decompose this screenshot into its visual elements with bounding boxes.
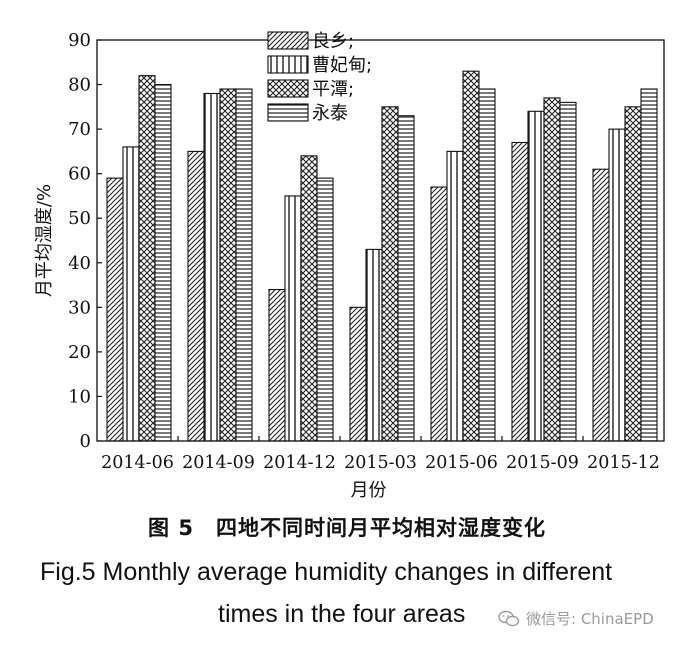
y-tick-label: 40 bbox=[68, 253, 91, 274]
bar-2014-12-series-4 bbox=[316, 177, 334, 442]
x-tick-label: 2014-12 bbox=[263, 453, 336, 473]
figure-caption-chinese: 图 5 四地不同时间月平均相对湿度变化 bbox=[148, 516, 546, 540]
legend-label: 良乡; bbox=[312, 31, 354, 52]
wechat-icon bbox=[498, 610, 520, 626]
x-tick-label: 2015-09 bbox=[506, 453, 579, 473]
bar-2015-09-series-1 bbox=[511, 141, 529, 442]
bar-2014-09-series-3 bbox=[219, 88, 237, 442]
x-tick-label: 2014-09 bbox=[182, 453, 255, 473]
legend: 良乡; 曹妃甸; 平潭; 永泰 bbox=[267, 31, 372, 124]
y-tick-label: 0 bbox=[80, 431, 91, 452]
bar-2014-12-series-2 bbox=[284, 195, 302, 442]
legend-swatch bbox=[267, 103, 309, 122]
humidity-bar-chart: 0 10 20 30 40 50 60 70 80 90 2014-06 2014-09 2014-12… bbox=[34, 30, 665, 501]
bar-2015-06-series-4 bbox=[478, 88, 496, 442]
bar-2015-06-series-3 bbox=[462, 70, 480, 442]
watermark-text: 微信号: ChinaEPD bbox=[526, 610, 654, 628]
bar-2015-06-series-2 bbox=[446, 150, 464, 442]
bar-2015-12-series-1 bbox=[592, 168, 610, 442]
bar-2015-09-series-3 bbox=[543, 97, 561, 442]
legend-label: 永泰 bbox=[312, 103, 348, 124]
bar-2015-12-series-4 bbox=[640, 88, 658, 442]
x-tick-label: 2015-06 bbox=[425, 453, 498, 473]
bar-2014-06-series-4 bbox=[154, 84, 172, 442]
x-tick-label: 2015-12 bbox=[587, 453, 660, 473]
x-tick-label: 2014-06 bbox=[101, 453, 174, 473]
y-tick-label: 30 bbox=[68, 297, 91, 318]
legend-label: 曹妃甸; bbox=[312, 55, 372, 76]
bar-2015-03-series-1 bbox=[349, 306, 367, 442]
bar-2015-03-series-3 bbox=[381, 106, 399, 442]
y-tick-label: 20 bbox=[68, 342, 91, 363]
bar-2014-09-series-4 bbox=[235, 88, 253, 442]
legend-swatch bbox=[267, 79, 309, 98]
bar-2014-06-series-3 bbox=[138, 75, 156, 442]
bar-2015-09-series-2 bbox=[527, 110, 545, 442]
y-axis-title: 月平均湿度/% bbox=[34, 184, 55, 297]
x-axis-title: 月份 bbox=[351, 480, 387, 501]
bar-2015-09-series-4 bbox=[559, 101, 577, 442]
legend-swatch bbox=[267, 31, 309, 50]
bar-2014-09-series-1 bbox=[187, 150, 205, 442]
y-tick-label: 50 bbox=[68, 208, 91, 229]
bar-2015-12-series-3 bbox=[624, 106, 642, 442]
x-tick-label: 2015-03 bbox=[344, 453, 417, 473]
figure-caption-english-line2: times in the four areas bbox=[218, 600, 466, 628]
y-tick-label: 70 bbox=[68, 119, 91, 140]
y-tick-label: 60 bbox=[68, 164, 91, 185]
bar-2015-03-series-2 bbox=[365, 248, 383, 442]
legend-label: 平潭; bbox=[312, 79, 354, 100]
watermark: 微信号: ChinaEPD bbox=[498, 608, 654, 629]
bar-2015-03-series-4 bbox=[397, 115, 415, 442]
bar-2015-06-series-1 bbox=[430, 186, 448, 442]
y-tick-label: 90 bbox=[68, 30, 91, 51]
bar-2014-12-series-3 bbox=[300, 155, 318, 442]
bar-2014-09-series-2 bbox=[203, 92, 221, 442]
y-tick-label: 10 bbox=[68, 386, 91, 407]
plot-frame bbox=[96, 39, 665, 442]
figure-caption-english-line1: Fig.5 Monthly average humidity changes i… bbox=[40, 558, 613, 586]
legend-swatch bbox=[267, 55, 309, 74]
bar-2015-12-series-2 bbox=[608, 128, 626, 442]
axes: 0 10 20 30 40 50 60 70 80 90 2014-06 2014-09 2014-12… bbox=[34, 30, 665, 501]
bar-2014-06-series-1 bbox=[106, 177, 124, 442]
bar-2014-06-series-2 bbox=[122, 146, 140, 442]
y-tick-label: 80 bbox=[68, 75, 91, 96]
plot-area bbox=[106, 70, 658, 442]
bar-2014-12-series-1 bbox=[268, 288, 286, 442]
